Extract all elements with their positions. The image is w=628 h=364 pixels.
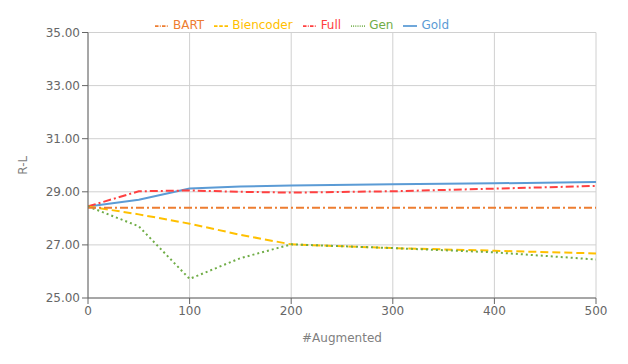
svg-text:33.00: 33.00 [46, 79, 80, 93]
html-text:Gold: Gold [421, 18, 449, 32]
svg-text:35.00: 35.00 [46, 26, 80, 40]
html-text:Biencoder: Biencoder [232, 18, 293, 32]
html-text:Gen: Gen [369, 18, 394, 32]
svg-text:29.00: 29.00 [46, 185, 80, 199]
svg-text:31.00: 31.00 [46, 132, 80, 146]
html-text:Full: Full [320, 18, 342, 32]
svg-text:#Augmented: #Augmented [302, 331, 382, 345]
svg-text:0: 0 [84, 304, 92, 318]
svg-text:300: 300 [381, 304, 404, 318]
svg-text:R-L: R-L [16, 156, 30, 175]
html-text:BART: BART [172, 18, 205, 32]
svg-text:500: 500 [585, 304, 608, 318]
svg-text:400: 400 [483, 304, 506, 318]
svg-text:100: 100 [178, 304, 201, 318]
svg-text:27.00: 27.00 [46, 238, 80, 252]
svg-text:25.00: 25.00 [46, 291, 80, 305]
svg-text:200: 200 [280, 304, 303, 318]
